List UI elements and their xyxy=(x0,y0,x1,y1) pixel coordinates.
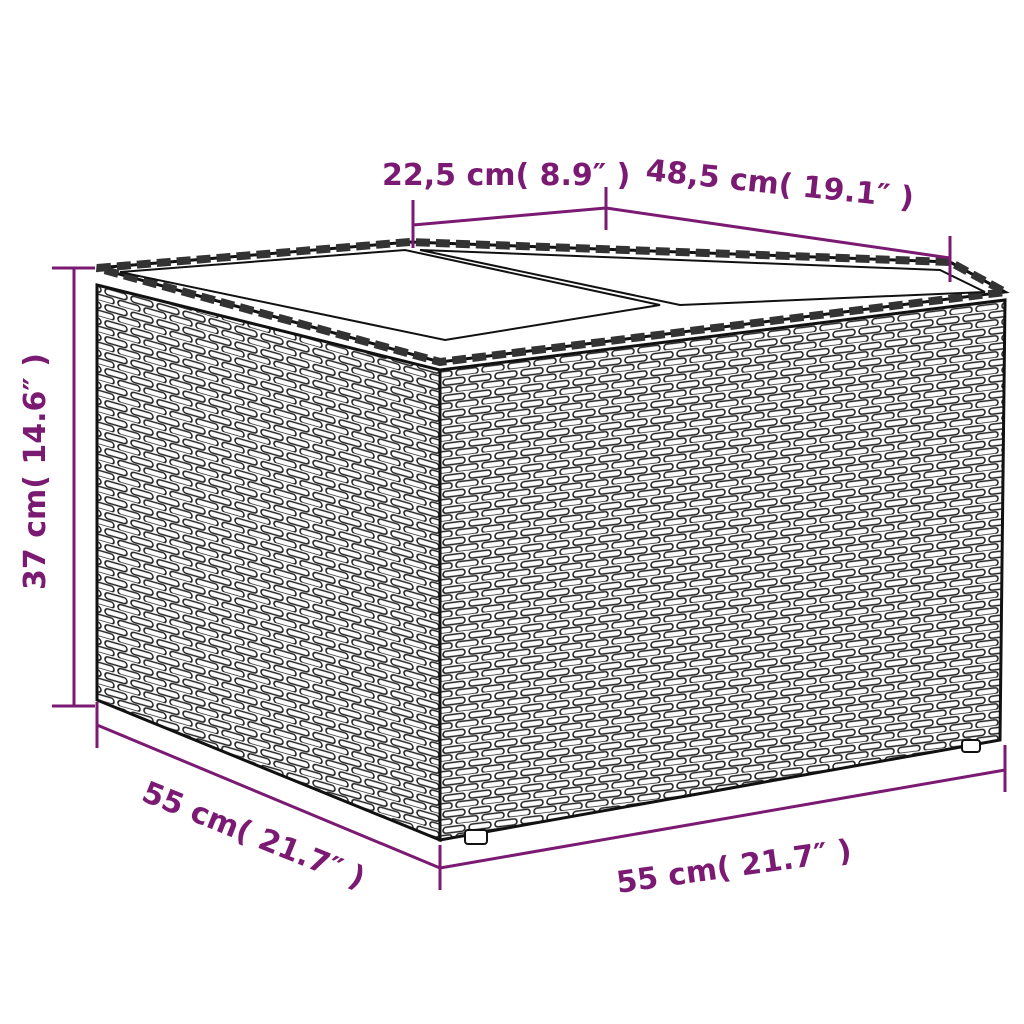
top-depth-dimension-line xyxy=(605,206,952,282)
foot xyxy=(464,829,488,845)
top-panel-width-label: 22,5 cm( 8.9″ ) xyxy=(382,158,630,193)
top-panel-dimension-line xyxy=(411,187,608,248)
glass-panel-right xyxy=(419,249,986,307)
glass-panel-left xyxy=(119,248,661,342)
front-face xyxy=(438,298,1007,842)
dimension-lines xyxy=(52,187,1007,890)
height-label: 37 cm( 14.6″ ) xyxy=(18,353,53,590)
wicker-side-table xyxy=(95,237,1018,845)
left-face xyxy=(95,283,442,843)
height-dimension-line xyxy=(52,266,95,708)
top-depth-label: 48,5 cm( 19.1″ ) xyxy=(644,153,915,216)
front-width-dimension-line xyxy=(439,745,1007,870)
front-width-label: 55 cm( 21.7″ ) xyxy=(614,833,854,901)
top-frame-weave xyxy=(95,237,1018,367)
foot xyxy=(961,739,981,753)
